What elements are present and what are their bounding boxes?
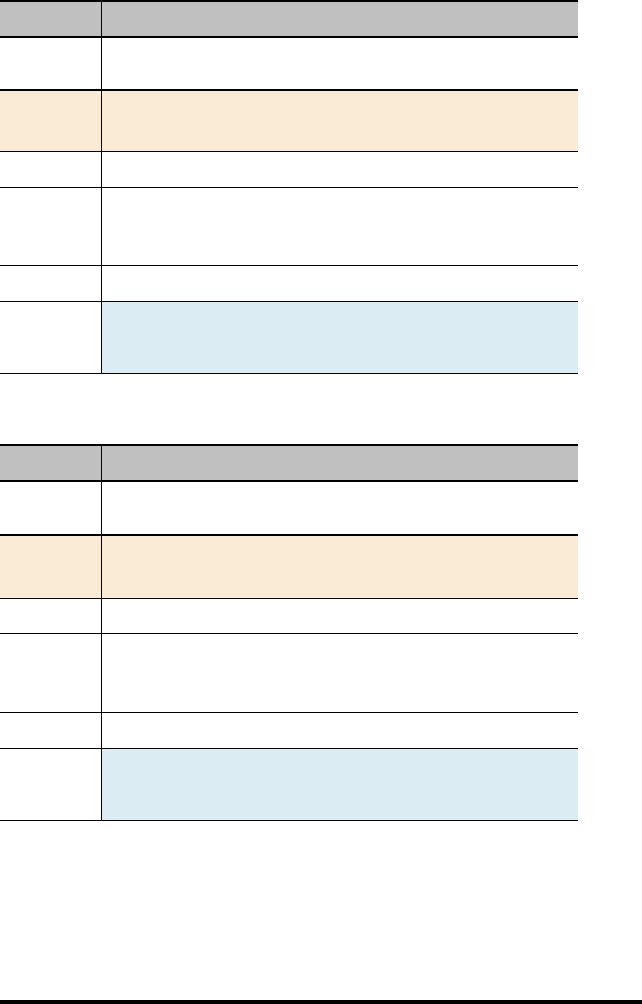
row-label-cell bbox=[0, 598, 102, 634]
row-description-cell bbox=[101, 598, 578, 634]
row-label-cell bbox=[0, 535, 102, 599]
table-row bbox=[0, 598, 578, 634]
row-label-cell bbox=[0, 748, 102, 821]
table-header-row bbox=[0, 444, 578, 482]
table-row bbox=[0, 301, 578, 374]
header-cell-1 bbox=[0, 444, 102, 482]
row-description-cell bbox=[101, 535, 578, 599]
row-description-cell bbox=[101, 37, 578, 91]
row-label-cell bbox=[0, 37, 102, 91]
row-description-cell bbox=[101, 481, 578, 536]
table-1 bbox=[0, 0, 578, 374]
table-row bbox=[0, 90, 578, 152]
row-label-cell bbox=[0, 90, 102, 152]
table-row bbox=[0, 633, 578, 713]
table-row bbox=[0, 748, 578, 821]
row-label-cell bbox=[0, 265, 102, 302]
table-row bbox=[0, 535, 578, 599]
header-cell-2 bbox=[101, 0, 578, 38]
row-description-cell bbox=[101, 265, 578, 302]
row-description-cell bbox=[101, 151, 578, 188]
table-row bbox=[0, 481, 578, 536]
row-description-cell bbox=[101, 187, 578, 266]
row-description-cell bbox=[101, 712, 578, 749]
table-row bbox=[0, 712, 578, 749]
row-description-cell bbox=[101, 90, 578, 152]
row-description-cell bbox=[101, 301, 578, 374]
table-row bbox=[0, 37, 578, 91]
row-label-cell bbox=[0, 151, 102, 188]
row-label-cell bbox=[0, 712, 102, 749]
table-row bbox=[0, 187, 578, 266]
row-description-cell bbox=[101, 633, 578, 713]
header-cell-2 bbox=[101, 444, 578, 482]
row-label-cell bbox=[0, 187, 102, 266]
table-row bbox=[0, 151, 578, 188]
row-label-cell bbox=[0, 481, 102, 536]
row-label-cell bbox=[0, 301, 102, 374]
table-row bbox=[0, 265, 578, 302]
header-cell-1 bbox=[0, 0, 102, 38]
row-label-cell bbox=[0, 633, 102, 713]
row-description-cell bbox=[101, 748, 578, 821]
page-footer-rule bbox=[0, 1000, 642, 1004]
table-header-row bbox=[0, 0, 578, 38]
table-2 bbox=[0, 444, 578, 821]
